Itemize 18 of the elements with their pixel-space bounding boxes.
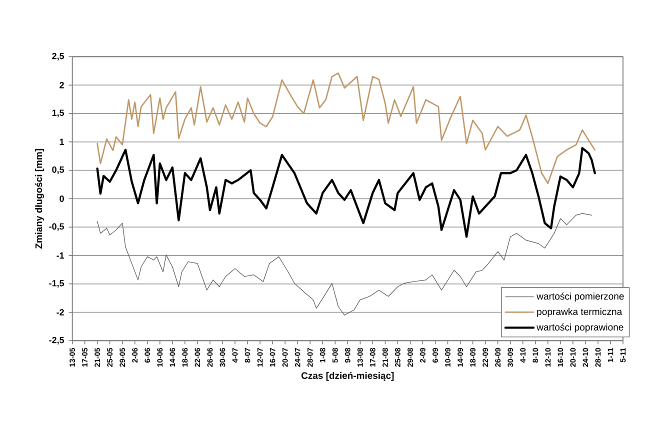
y-tick-label: 1,5	[52, 110, 64, 118]
y-tick-label: -2	[56, 309, 64, 316]
y-tick-label: -1,5	[49, 280, 64, 288]
legend-label: poprawka termiczna	[537, 308, 622, 317]
legend-label: wartości pomierzone	[536, 292, 624, 302]
y-tick-label: -1	[56, 252, 64, 259]
x-axis-title: Czas [dzień-miesiąc]	[301, 372, 394, 381]
y-tick-label: 0	[60, 196, 64, 202]
line-series	[96, 72, 596, 184]
y-axis-title: Zmiany długości [mm]	[35, 149, 44, 249]
legend-label: wartości poprawione	[536, 323, 624, 332]
y-tick-label: -0,5	[49, 223, 64, 231]
y-tick-label: -2,5	[49, 336, 64, 345]
y-tick-label: 1	[60, 138, 64, 145]
y-tick-label: 2,5	[52, 52, 64, 61]
y-tick-label: 2	[60, 82, 64, 88]
y-tick-label: 0,5	[52, 166, 64, 174]
line-series	[96, 147, 596, 238]
